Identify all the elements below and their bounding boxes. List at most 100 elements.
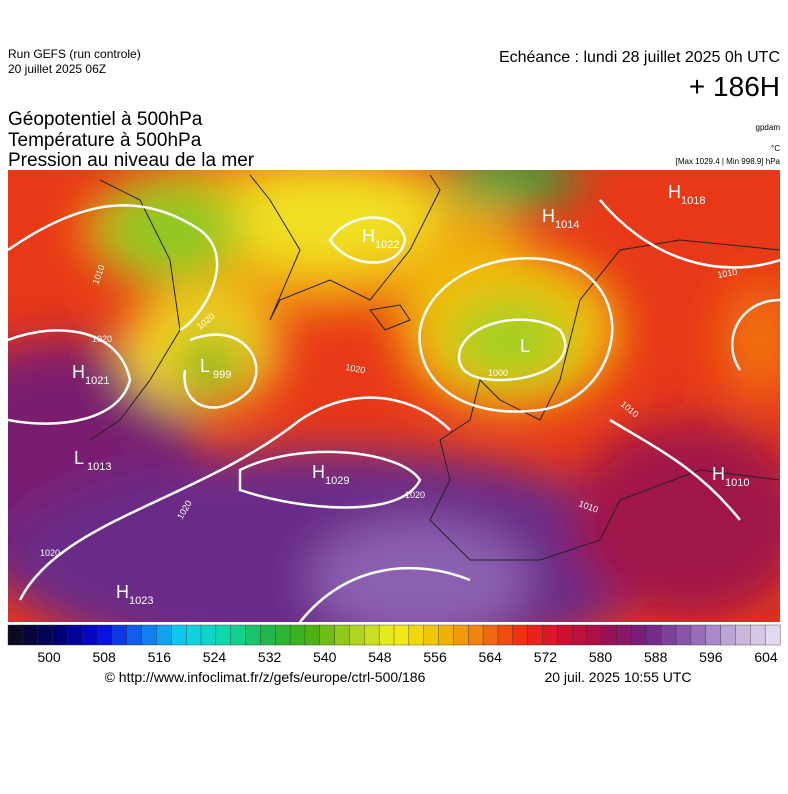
- title-line: Température à 500hPa: [8, 130, 202, 151]
- center-value: 1013: [87, 461, 111, 473]
- center-value: 1014: [555, 219, 579, 231]
- colorbar-cell: [171, 624, 187, 646]
- isobar-label: 1020: [405, 490, 425, 500]
- colorbar-cell: [423, 624, 440, 646]
- run-label: Run GEFS (run controle): [8, 47, 141, 61]
- colorbar-tick-label: 516: [148, 649, 172, 665]
- colorbar-cell: [497, 624, 514, 646]
- colorbar-cell: [215, 624, 232, 646]
- colorbar-cell: [468, 624, 484, 646]
- isobar-label: 1020: [92, 334, 112, 344]
- colorbar-cell: [571, 624, 588, 646]
- colorbar-tick-label: 548: [368, 649, 392, 665]
- colorbar-tick-label: 564: [479, 649, 503, 665]
- center-letter: H: [116, 582, 129, 602]
- center-letter: L: [74, 448, 84, 468]
- colorbar-cell: [735, 624, 751, 646]
- isobar: [8, 204, 219, 332]
- colorbar-tick-label: 588: [644, 649, 668, 665]
- colorbar: 500 508 516 524 532 540 548 556 564 572 580 588 596 6…: [7, 624, 781, 665]
- isobar: [599, 199, 780, 269]
- colorbar-tick-label: 596: [699, 649, 723, 665]
- center-letter: L: [520, 336, 530, 356]
- colorbar-cell: [705, 624, 722, 646]
- colorbar-cell: [126, 624, 143, 646]
- colorbar-tick-label: 540: [313, 649, 337, 665]
- greenland-coast: [249, 174, 441, 321]
- isobar: [8, 329, 132, 425]
- colorbar-cell: [557, 624, 573, 646]
- colorbar-cell: [675, 624, 692, 646]
- isobar: [183, 333, 258, 409]
- colorbar-cell: [334, 624, 350, 646]
- center-value: 1018: [681, 195, 705, 207]
- colorbar-cell: [616, 624, 633, 646]
- center-letter: H: [362, 226, 375, 246]
- isobar-label: 1010: [717, 267, 738, 280]
- colorbar-cell: [111, 624, 128, 646]
- colorbar-cell: [482, 624, 499, 646]
- colorbar-cell: [720, 624, 736, 646]
- colorbar-cell: [661, 624, 677, 646]
- colorbar-cell: [141, 624, 157, 646]
- source-credit: © http://www.infoclimat.fr/z/gefs/europe…: [105, 669, 426, 685]
- colorbar-tick-label: 508: [92, 649, 116, 665]
- colorbar-cell: [82, 624, 98, 646]
- colorbar-cell: [764, 624, 781, 646]
- colorbar-cell: [96, 624, 113, 646]
- colorbar-cell: [438, 624, 454, 646]
- colorbar-cell: [230, 624, 247, 646]
- title-line: Pression au niveau de la mer: [8, 150, 255, 171]
- unit-label: °C: [771, 144, 780, 153]
- center-value: 1029: [325, 475, 349, 487]
- isobar: [18, 396, 451, 601]
- mediterranean-coast: [429, 439, 780, 561]
- colorbar-tick-label: 580: [589, 649, 613, 665]
- run-date: 20 juillet 2025 06Z: [8, 62, 106, 76]
- colorbar-cell: [289, 624, 306, 646]
- colorbar-tick-label: 532: [258, 649, 282, 665]
- center-letter: L: [200, 356, 210, 376]
- colorbar-cell: [601, 624, 618, 646]
- isobar: [730, 298, 780, 371]
- colorbar-cell: [52, 624, 68, 646]
- colorbar-cell: [378, 624, 395, 646]
- center-letter: H: [712, 464, 725, 484]
- colorbar-cell: [646, 624, 662, 646]
- colorbar-cell: [349, 624, 365, 646]
- isobar-label: 1020: [40, 548, 60, 558]
- colorbar-cell: [512, 624, 529, 646]
- isobar-label: 1000: [488, 368, 508, 378]
- center-letter: H: [542, 206, 555, 226]
- colorbar-cell: [275, 624, 291, 646]
- lead-time: + 186H: [689, 71, 780, 102]
- center-value: 1022: [375, 239, 399, 251]
- colorbar-tick-label: 500: [37, 649, 61, 665]
- colorbar-cell: [631, 624, 647, 646]
- isobar: [328, 216, 407, 264]
- colorbar-cell: [185, 624, 202, 646]
- isobar: [418, 256, 614, 413]
- colorbar-cell: [319, 624, 336, 646]
- colorbar-cell: [453, 624, 469, 646]
- colorbar-tick-label: 524: [203, 649, 227, 665]
- colorbar-cell: [7, 624, 24, 646]
- center-letter: H: [312, 462, 325, 482]
- center-value: 1010: [725, 477, 749, 489]
- colorbar-cell: [586, 624, 603, 646]
- colorbar-tick-label: 572: [534, 649, 558, 665]
- colorbar-cell: [364, 624, 380, 646]
- colorbar-cell: [67, 624, 83, 646]
- iceland-coast: [369, 304, 411, 331]
- colorbar-cell: [260, 624, 276, 646]
- colorbar-cell: [245, 624, 261, 646]
- colorbar-cell: [542, 624, 558, 646]
- colorbar-cell: [22, 624, 39, 646]
- center-value: 999: [213, 369, 231, 381]
- isobar: [609, 418, 741, 521]
- colorbar-cell: [690, 624, 707, 646]
- isobar-labels: 1010102010201020100010201010102010101010…: [40, 263, 738, 558]
- generation-time: 20 juil. 2025 10:55 UTC: [544, 669, 691, 685]
- isobar: [238, 450, 422, 509]
